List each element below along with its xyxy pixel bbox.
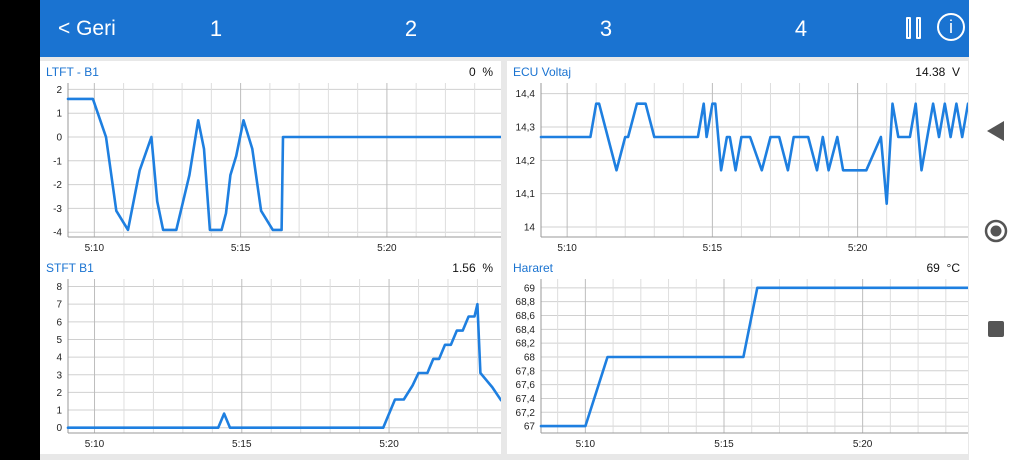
x-tick-label: 5:15 [232,439,252,450]
stft-chart: 8 7 6 5 4 3 2 1 0 5:10 5:15 5:20 [56,279,501,450]
triangle-back-icon[interactable] [986,120,1006,142]
x-tick-label: 5:15 [231,243,251,254]
y-tick-label: 14,3 [516,123,536,134]
y-tick-label: 14,1 [516,189,536,200]
x-tick-label: 5:20 [853,439,873,450]
series-line [66,302,501,429]
series-line [539,102,968,205]
series-line [539,286,968,428]
y-tick-label: 14,4 [516,89,536,100]
panel-value-number: 69 [926,261,940,275]
circle-home-icon[interactable] [984,219,1008,243]
x-tick-label: 5:20 [377,243,397,254]
panel-title: LTFT - B1 [46,65,99,79]
panel-value-number: 0 [468,65,476,79]
x-tick-label: 5:20 [379,439,399,450]
square-recents-icon[interactable] [987,320,1005,338]
y-tick-label: 1 [56,109,62,120]
panel-value-unit: °C [946,261,960,275]
y-tick-label: 67 [524,422,536,433]
info-icon[interactable]: i [937,13,965,41]
y-tick-label: 8 [56,282,62,293]
tab-4[interactable]: 4 [794,16,808,41]
x-tick-label: 5:20 [848,243,868,254]
panel-coolant-temp: Hararet 69 °C 69 68,8 68,6 68,4 68,2 68 67,8 67… [507,257,968,454]
y-tick-label: -1 [53,156,62,167]
app-window: < Geri 1 2 3 4 i LTFT - B1 0 % 2 1 0 -1 -2 -3… [40,0,969,460]
y-tick-label: -3 [53,204,62,215]
x-tick-label: 5:10 [85,243,105,254]
tab-3[interactable]: 3 [599,16,613,41]
panel-title: Hararet [513,261,554,275]
y-tick-label: -2 [53,180,62,191]
y-tick-label: 69 [524,283,536,294]
y-tick-label: 67,6 [516,380,536,391]
panel-value-number: 1.56 [452,261,476,275]
panel-stft: STFT B1 1.56 % 8 7 6 5 4 3 2 1 0 5:10 5:15 5:20 [40,257,501,454]
tab-2[interactable]: 2 [404,16,418,41]
y-tick-label: 67,8 [516,366,536,377]
panel-ltft: LTFT - B1 0 % 2 1 0 -1 -2 -3 -4 5:10 5:15 5:20 [40,61,501,258]
back-button[interactable]: < Geri [58,17,116,40]
x-tick-label: 5:10 [576,439,596,450]
panel-title: ECU Voltaj [513,65,572,79]
y-tick-label: 68,4 [516,325,536,336]
panel-value-number: 14.38 [915,65,946,79]
panel-value: 69 °C [927,261,961,275]
y-tick-label: 4 [56,353,62,364]
ltft-chart: 2 1 0 -1 -2 -3 -4 5:10 5:15 5:20 [53,83,501,254]
y-tick-label: 0 [56,423,62,434]
panel-value: 0 % [469,65,493,79]
top-bar: < Geri 1 2 3 4 i [40,0,969,57]
y-tick-label: 67,2 [516,408,536,419]
x-tick-label: 5:10 [557,243,577,254]
y-tick-label: 68 [524,352,536,363]
panel-ecu-voltage: ECU Voltaj 14.38 V 14,4 14,3 14,2 14,1 14 5:1… [507,61,968,258]
x-tick-label: 5:15 [703,243,723,254]
android-nav-bar [969,0,1024,460]
panel-value-unit: V [951,65,960,79]
series-line [66,97,501,232]
y-tick-label: 5 [56,335,62,346]
panel-value: 1.56 % [452,261,493,275]
y-tick-label: 68,8 [516,297,536,308]
y-tick-label: 67,4 [516,394,536,405]
panel-value: 14.38 V [915,65,960,79]
y-tick-label: 3 [56,370,62,381]
y-tick-label: 7 [56,300,62,311]
y-tick-label: 6 [56,317,62,328]
y-tick-label: 0 [56,133,62,144]
y-tick-label: -4 [53,228,62,239]
y-tick-label: 68,2 [516,339,536,350]
y-tick-label: 1 [56,406,62,417]
y-tick-label: 14,2 [516,156,536,167]
panel-value-unit: % [482,65,493,79]
y-tick-label: 2 [56,85,62,96]
panel-value-unit: % [482,261,493,275]
y-tick-label: 2 [56,388,62,399]
x-tick-label: 5:10 [85,439,105,450]
pause-icon[interactable] [906,17,926,41]
x-tick-label: 5:15 [714,439,734,450]
panel-title: STFT B1 [46,261,94,275]
y-tick-label: 68,6 [516,311,536,322]
tab-1[interactable]: 1 [209,16,223,41]
y-tick-label: 14 [524,223,536,234]
ecu-voltage-chart: 14,4 14,3 14,2 14,1 14 5:10 5:15 5:20 [516,83,968,254]
coolant-temp-chart: 69 68,8 68,6 68,4 68,2 68 67,8 67,6 67,4 67,2 67 5:… [516,279,968,450]
